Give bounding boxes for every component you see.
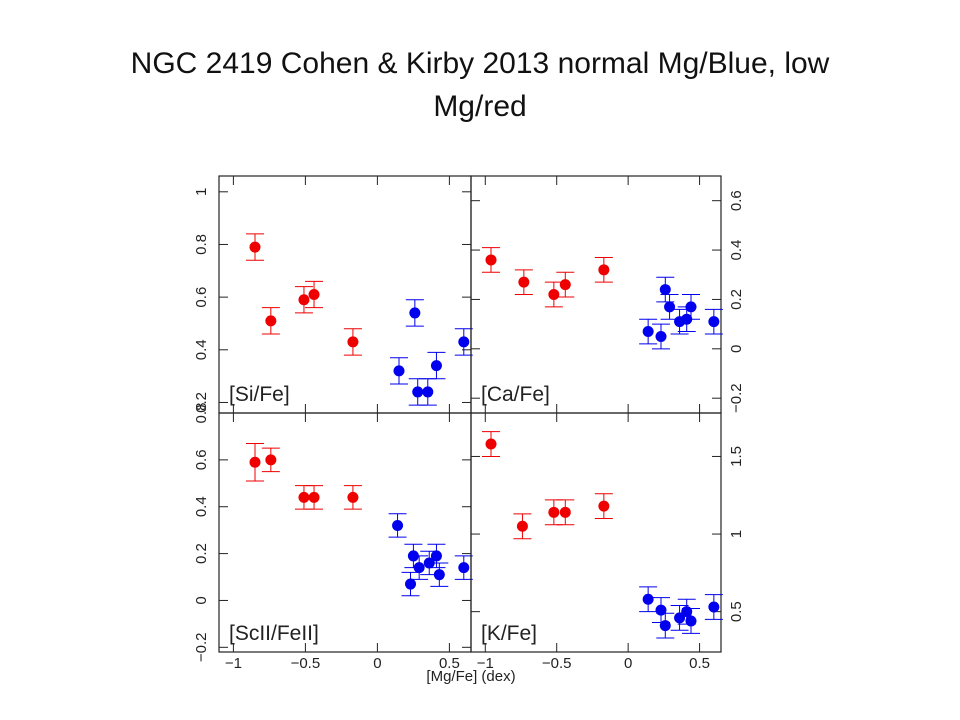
y-tick-label-sc-0: −0.2 [193,633,210,663]
data-point-sc-blue-5 [430,550,442,562]
y-tick-label-sc-3: 0.4 [193,496,210,517]
data-point-ca-blue-1 [655,330,667,342]
data-point-ca-red-1 [518,276,530,288]
data-point-sc-blue-0 [392,519,404,531]
data-point-si-blue-4 [430,360,442,372]
data-point-ca-red-4 [598,264,610,276]
y-tick-label-si-2: 0.6 [193,287,210,308]
data-point-k-blue-6 [708,601,720,613]
data-point-k-red-2 [548,506,560,518]
data-point-k-blue-0 [642,593,654,605]
y-tick-label-ca-3: 0.4 [728,240,745,261]
data-point-si-blue-1 [409,307,421,319]
data-point-sc-red-0 [249,456,261,468]
data-point-sc-red-4 [347,491,359,503]
data-point-k-red-4 [598,500,610,512]
data-point-ca-red-0 [485,254,497,266]
x-tick-label-col1-1: −0.5 [542,655,572,672]
data-point-k-red-3 [559,506,571,518]
x-tick-label-col0-2: 0 [373,655,381,672]
y-tick-label-k-0: 0.5 [728,601,745,622]
y-tick-label-sc-2: 0.2 [193,543,210,564]
panel-frame-sc [218,412,472,653]
panel-label-ca: [Ca/Fe] [481,383,550,406]
y-tick-label-sc-1: 0 [193,596,210,604]
x-tick-label-col0-3: 0.5 [439,655,460,672]
data-point-si-red-1 [265,315,277,327]
data-point-si-red-4 [347,336,359,348]
data-point-ca-blue-0 [642,326,654,338]
data-point-k-blue-5 [685,615,697,627]
data-point-ca-red-3 [559,279,571,291]
data-point-ca-blue-3 [664,301,676,313]
slide-title-line-2: Mg/red [433,90,527,123]
x-axis-label: [Mg/Fe] (dex) [426,668,515,685]
y-tick-label-si-4: 1 [193,188,210,196]
panel-label-k: [K/Fe] [481,622,537,645]
x-tick-label-col1-3: 0.5 [689,655,710,672]
x-tick-label-col0-1: −0.5 [291,655,321,672]
y-tick-label-sc-4: 0.6 [193,449,210,470]
slide-title: NGC 2419 Cohen & Kirby 2013 normal Mg/Bl… [40,42,920,128]
data-point-si-blue-3 [422,386,434,398]
data-point-ca-blue-6 [685,301,697,313]
data-point-si-blue-2 [412,386,424,398]
data-point-k-blue-3 [674,612,686,624]
y-tick-label-k-1: 1 [728,530,745,538]
data-point-si-red-3 [308,289,320,300]
x-tick-label-col1-0: −1 [477,655,494,672]
y-tick-label-sc-5: 0.8 [193,403,210,424]
y-tick-label-ca-0: −0.2 [728,383,745,413]
data-point-ca-blue-2 [659,284,671,296]
data-point-si-blue-5 [458,336,470,348]
data-point-k-red-0 [485,438,497,450]
y-tick-label-si-1: 0.4 [193,339,210,360]
data-point-sc-blue-7 [458,562,470,574]
data-point-si-red-0 [249,241,261,253]
data-point-sc-blue-6 [433,569,445,581]
data-point-si-red-2 [298,294,310,306]
data-point-sc-blue-3 [413,562,425,574]
data-point-sc-red-3 [308,491,320,503]
x-tick-label-col0-0: −1 [225,655,242,672]
y-tick-label-si-3: 0.8 [193,234,210,255]
panel-label-si: [Si/Fe] [229,383,290,406]
panel-label-sc: [ScII/FeII] [229,622,319,645]
data-point-ca-blue-7 [708,316,720,328]
data-point-k-blue-2 [659,620,671,632]
y-tick-label-ca-1: 0 [728,345,745,353]
panel-frame-k [470,412,722,653]
x-tick-label-col1-2: 0 [624,655,632,672]
data-point-si-blue-0 [393,365,405,377]
data-point-k-red-1 [516,520,528,532]
slide-title-line-1: NGC 2419 Cohen & Kirby 2013 normal Mg/Bl… [130,47,830,80]
y-tick-label-ca-2: 0.2 [728,289,745,310]
data-point-sc-blue-4 [423,557,435,569]
y-tick-label-si-0: 0.2 [193,392,210,413]
y-tick-label-ca-4: 0.6 [728,190,745,211]
panel-frame-si [218,175,472,414]
data-point-ca-red-2 [548,289,560,300]
data-point-sc-blue-1 [405,578,417,590]
y-tick-label-k-2: 1.5 [728,446,745,467]
data-point-sc-red-2 [298,491,310,503]
data-point-sc-red-1 [265,454,277,466]
